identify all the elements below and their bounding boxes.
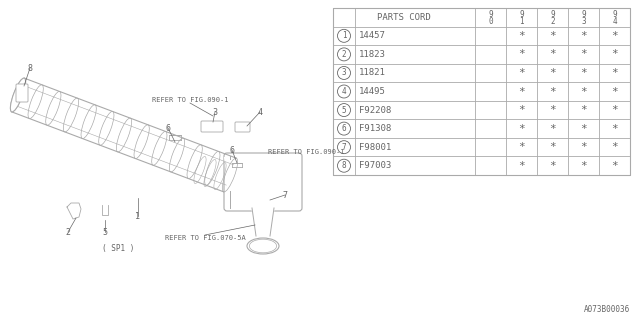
Text: *: * <box>580 49 587 60</box>
Text: *: * <box>549 105 556 115</box>
Text: 1: 1 <box>136 212 141 220</box>
Text: *: * <box>611 49 618 60</box>
Text: *: * <box>549 142 556 152</box>
Text: 0: 0 <box>488 17 493 26</box>
Bar <box>333 8 630 175</box>
FancyBboxPatch shape <box>224 153 302 211</box>
Text: 7: 7 <box>342 143 346 152</box>
Text: F98001: F98001 <box>359 143 391 152</box>
Ellipse shape <box>10 78 26 112</box>
Text: 4: 4 <box>342 87 346 96</box>
Text: 5: 5 <box>102 228 108 236</box>
Polygon shape <box>12 78 236 192</box>
Polygon shape <box>252 208 274 236</box>
Text: REFER TO FIG.070-5A: REFER TO FIG.070-5A <box>164 235 245 241</box>
Text: 9: 9 <box>488 10 493 19</box>
Text: *: * <box>549 124 556 134</box>
Text: 6: 6 <box>230 146 234 155</box>
Text: *: * <box>549 68 556 78</box>
Text: *: * <box>518 124 525 134</box>
Text: 6: 6 <box>166 124 170 132</box>
Text: *: * <box>611 31 618 41</box>
FancyBboxPatch shape <box>235 122 250 132</box>
Text: 1: 1 <box>519 17 524 26</box>
Text: *: * <box>549 31 556 41</box>
Text: *: * <box>611 124 618 134</box>
Text: *: * <box>580 124 587 134</box>
Text: *: * <box>611 142 618 152</box>
Text: 9: 9 <box>519 10 524 19</box>
Text: *: * <box>611 68 618 78</box>
Text: *: * <box>611 86 618 97</box>
Text: 9: 9 <box>581 10 586 19</box>
Text: A073B00036: A073B00036 <box>584 305 630 314</box>
Text: *: * <box>580 68 587 78</box>
Text: 7: 7 <box>282 190 287 199</box>
Text: *: * <box>580 105 587 115</box>
Text: 8: 8 <box>28 63 33 73</box>
Text: 11823: 11823 <box>359 50 386 59</box>
Text: *: * <box>518 49 525 60</box>
Text: PARTS CORD: PARTS CORD <box>377 13 431 22</box>
Text: *: * <box>549 49 556 60</box>
Text: 2: 2 <box>342 50 346 59</box>
Text: *: * <box>611 161 618 171</box>
Text: 2: 2 <box>65 228 70 236</box>
Text: *: * <box>518 142 525 152</box>
Text: 1: 1 <box>342 31 346 40</box>
Text: F92208: F92208 <box>359 106 391 115</box>
Text: 3: 3 <box>342 68 346 77</box>
Text: ( SP1 ): ( SP1 ) <box>102 244 134 252</box>
Text: 3: 3 <box>581 17 586 26</box>
Text: F91308: F91308 <box>359 124 391 133</box>
Text: 14457: 14457 <box>359 31 386 40</box>
Text: 5: 5 <box>342 106 346 115</box>
Text: *: * <box>549 86 556 97</box>
Polygon shape <box>225 156 236 208</box>
Text: 8: 8 <box>342 161 346 170</box>
Text: *: * <box>518 161 525 171</box>
Text: REFER TO FIG.090-1: REFER TO FIG.090-1 <box>268 149 344 155</box>
Text: *: * <box>518 105 525 115</box>
Text: REFER TO FIG.090-1: REFER TO FIG.090-1 <box>152 97 228 103</box>
Text: 9: 9 <box>612 10 617 19</box>
Text: 4: 4 <box>612 17 617 26</box>
Text: 11821: 11821 <box>359 68 386 77</box>
FancyBboxPatch shape <box>16 84 28 102</box>
Text: *: * <box>518 31 525 41</box>
FancyBboxPatch shape <box>201 121 223 132</box>
Polygon shape <box>67 203 81 219</box>
Text: 14495: 14495 <box>359 87 386 96</box>
Text: *: * <box>580 31 587 41</box>
Text: *: * <box>580 86 587 97</box>
Text: F97003: F97003 <box>359 161 391 170</box>
Text: 2: 2 <box>550 17 555 26</box>
Text: 9: 9 <box>550 10 555 19</box>
Text: *: * <box>580 142 587 152</box>
Text: *: * <box>611 105 618 115</box>
Text: *: * <box>518 86 525 97</box>
Text: *: * <box>518 68 525 78</box>
Text: 3: 3 <box>212 108 218 116</box>
Text: *: * <box>580 161 587 171</box>
Text: *: * <box>549 161 556 171</box>
Text: 4: 4 <box>257 108 262 116</box>
Text: 6: 6 <box>342 124 346 133</box>
